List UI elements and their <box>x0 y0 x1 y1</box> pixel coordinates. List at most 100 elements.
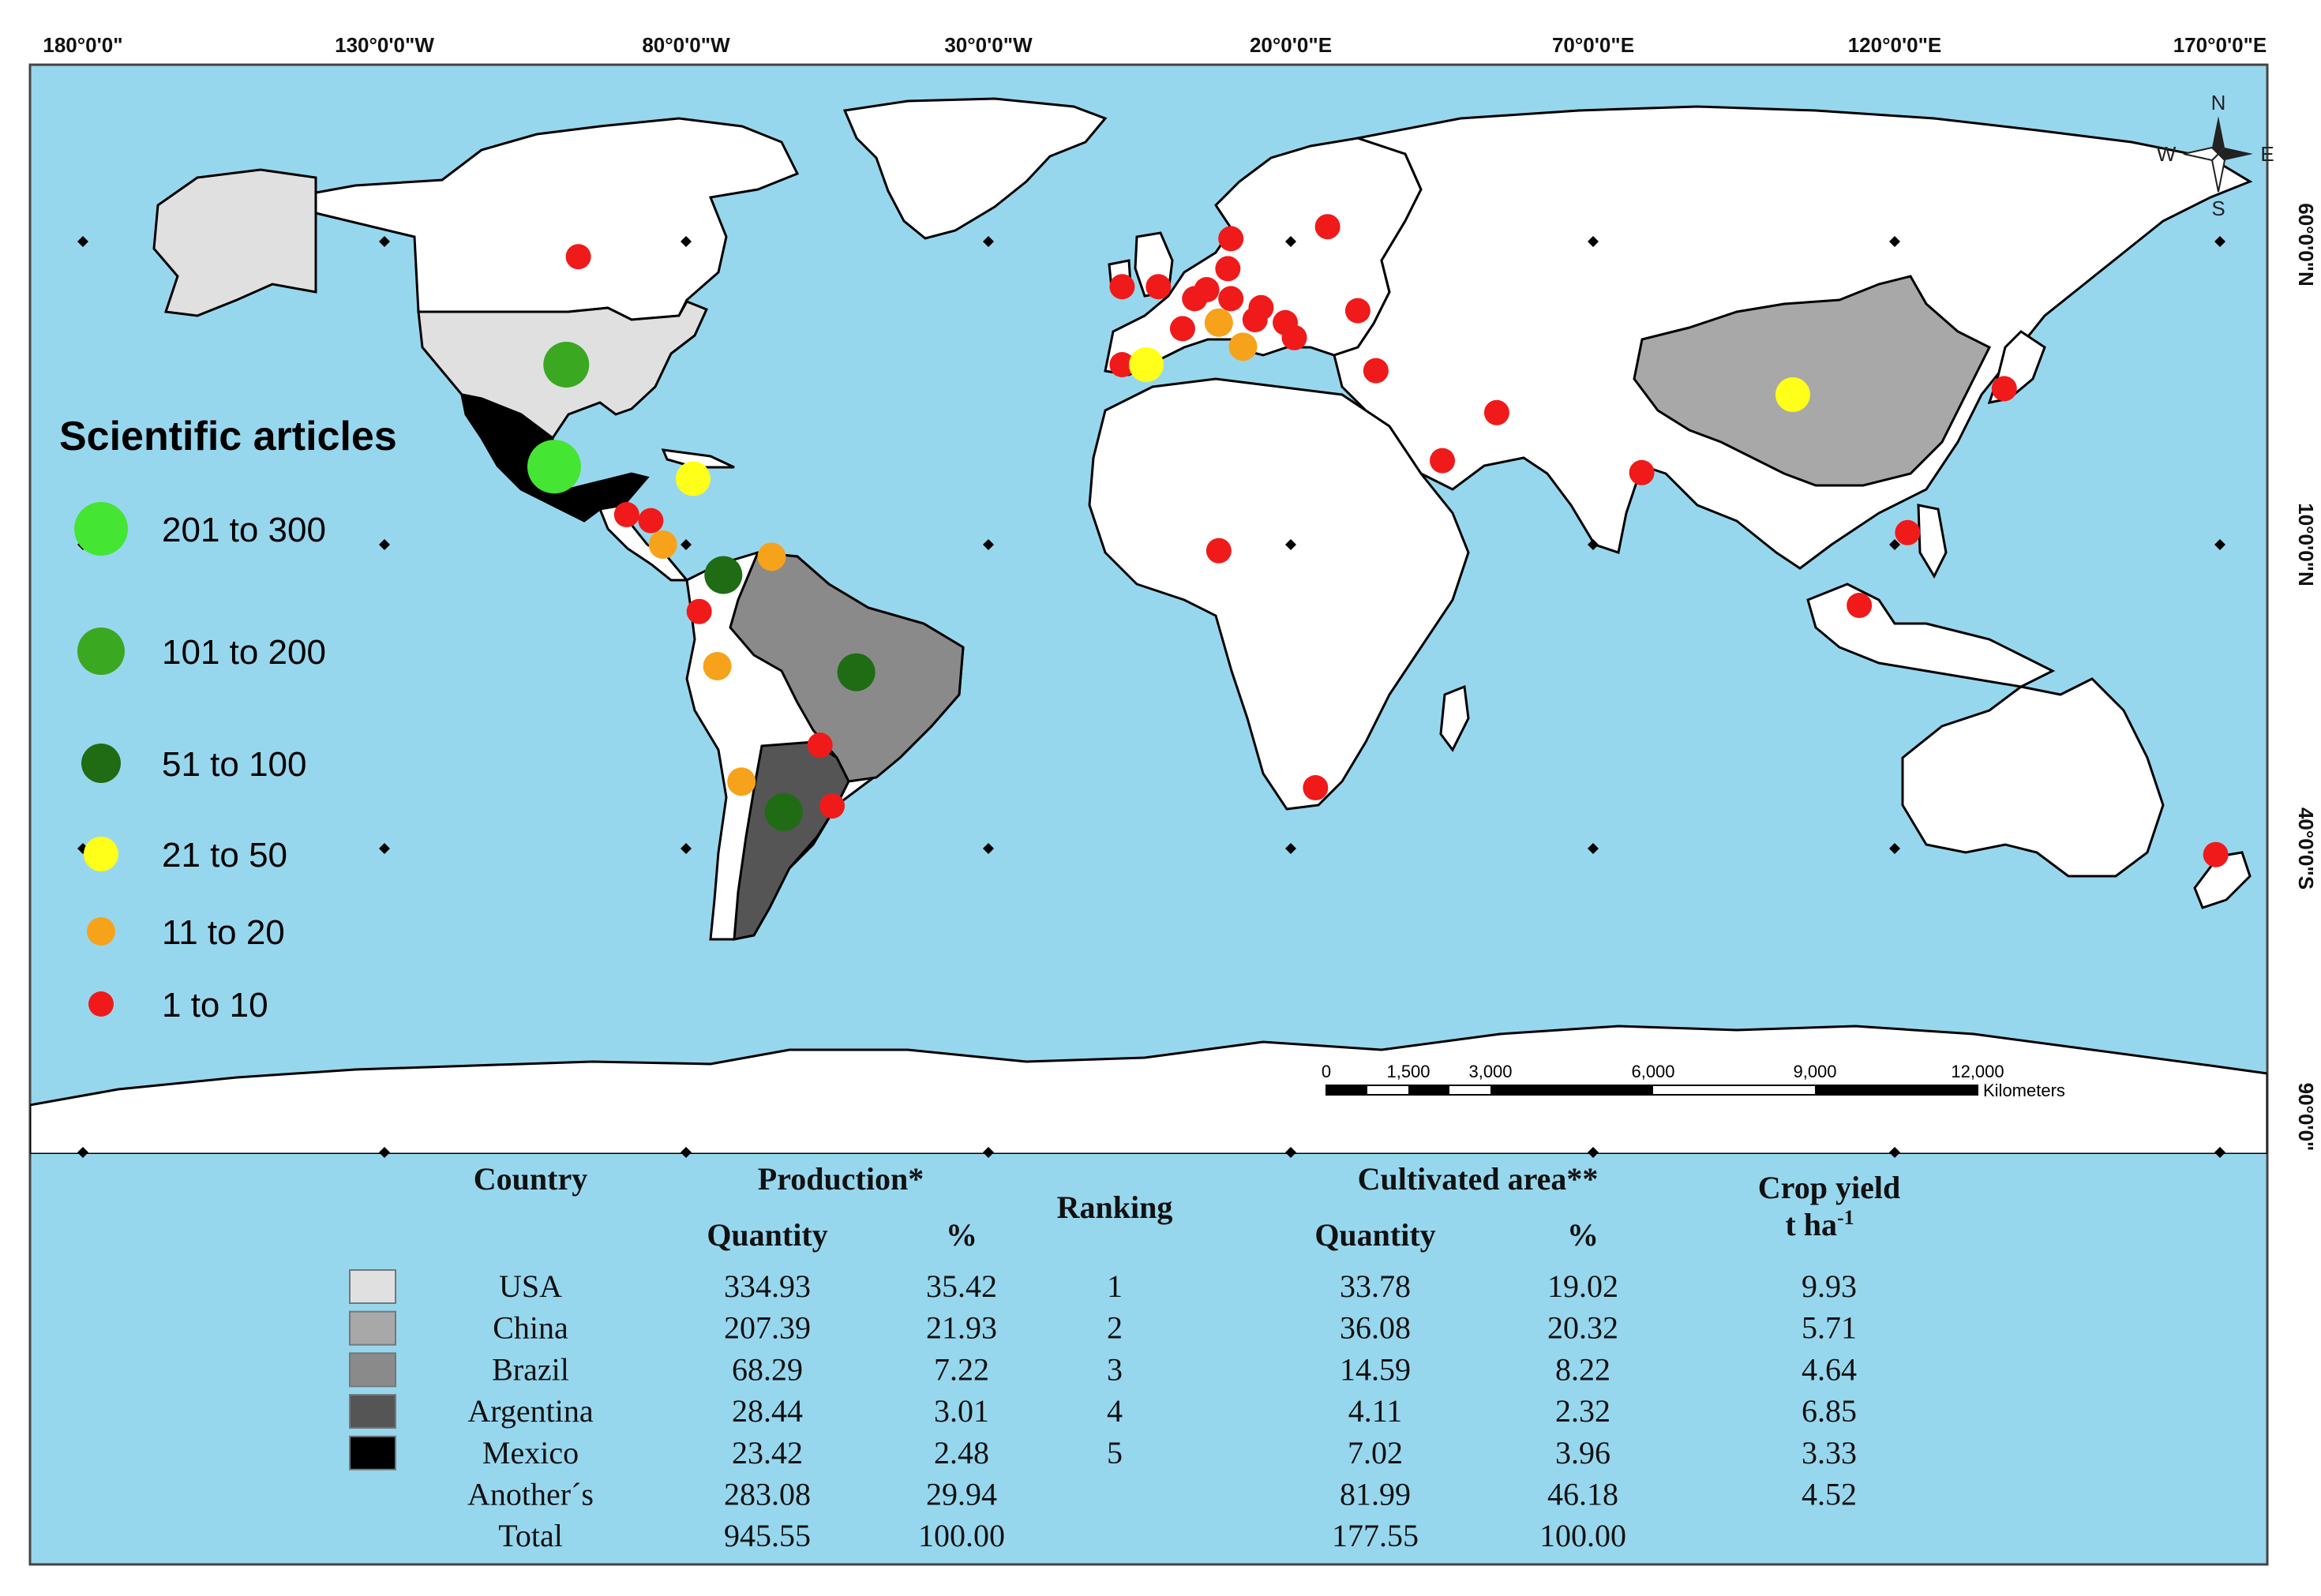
table-cell-area-pct: 20.32 <box>1547 1310 1618 1346</box>
article-point <box>1205 538 1232 564</box>
table-cell-country: USA <box>499 1268 562 1304</box>
graticule-marker <box>681 539 692 550</box>
new-zealand-land <box>2193 851 2252 909</box>
table-cell-country: China <box>493 1310 568 1346</box>
table-cell-country: Total <box>498 1518 563 1553</box>
article-point <box>819 793 846 819</box>
legend-swatch <box>87 917 115 946</box>
article-point <box>1775 377 1810 412</box>
article-point <box>1215 256 1241 282</box>
country-swatch <box>349 1310 396 1346</box>
header-area-percent: % <box>1567 1217 1599 1253</box>
article-point <box>565 244 591 270</box>
latitude-label: 90°0'0" <box>2294 1083 2318 1152</box>
graticule-marker <box>983 539 994 550</box>
table-cell-prod-pct: 3.01 <box>934 1393 989 1429</box>
graticule-marker <box>1889 236 1900 247</box>
yield-unit-base: t ha <box>1785 1207 1837 1242</box>
longitude-label: 180°0'0" <box>43 33 122 57</box>
graticule-marker <box>379 1147 390 1158</box>
header-production-percent: % <box>946 1217 977 1253</box>
graticule-marker <box>1889 1147 1900 1158</box>
country-swatch <box>349 1435 396 1470</box>
table-cell-area-qty: 36.08 <box>1340 1310 1411 1346</box>
header-production: Production* <box>758 1161 924 1197</box>
legend-label: 201 to 300 <box>162 511 326 549</box>
longitude-label: 70°0'0"E <box>1552 33 1634 57</box>
table-cell-yield: 4.52 <box>1802 1477 1857 1512</box>
scale-unit-label: Kilometers <box>1983 1081 2065 1100</box>
table-row: Argentina 28.44 3.01 4 4.11 2.32 6.85 <box>349 1393 1857 1429</box>
country-swatch <box>349 1352 396 1388</box>
scale-bar: 0 1,500 3,000 6,000 9,000 12,000 Kilomet… <box>1322 1062 2065 1100</box>
article-point <box>1895 519 1921 545</box>
country-swatch <box>349 1269 396 1304</box>
cuba-land <box>661 448 735 469</box>
table-cell-prod-qty: 945.55 <box>724 1518 811 1553</box>
table-row: USA 334.93 35.42 1 33.78 19.02 9.93 <box>349 1268 1857 1304</box>
legend-swatch <box>74 502 128 556</box>
legend-label: 101 to 200 <box>162 633 326 672</box>
longitude-labels: 180°0'0" 130°0'0"W 80°0'0"W 30°0'0"W 20°… <box>43 33 2267 57</box>
article-point <box>1847 593 1873 618</box>
table-cell-country: Another´s <box>467 1477 594 1512</box>
article-point <box>1228 332 1258 362</box>
longitude-label: 120°0'0"E <box>1848 33 1942 57</box>
table-row: Brazil 68.29 7.22 3 14.59 8.22 4.64 <box>349 1351 1857 1388</box>
article-point <box>704 556 743 594</box>
longitude-label: 130°0'0"W <box>335 33 434 57</box>
article-point <box>1248 294 1274 320</box>
header-ranking: Ranking <box>1057 1190 1173 1225</box>
graticule-marker <box>983 1147 994 1158</box>
table-cell-prod-qty: 28.44 <box>732 1393 803 1429</box>
scale-segment <box>1815 1085 1978 1095</box>
graticule-marker <box>1889 539 1900 550</box>
table-cell-rank: 3 <box>1107 1351 1123 1387</box>
table-cell-prod-pct: 35.42 <box>926 1268 997 1304</box>
article-point <box>1169 316 1195 342</box>
graticule-marker <box>681 1147 692 1158</box>
scale-tick-label: 1,500 <box>1386 1062 1430 1081</box>
legend-title: Scientific articles <box>59 414 397 459</box>
table-cell-prod-pct: 7.22 <box>934 1351 989 1387</box>
table-cell-prod-pct: 2.48 <box>934 1435 989 1470</box>
scale-segment <box>1408 1085 1449 1095</box>
legend-label: 21 to 50 <box>162 836 287 875</box>
article-point <box>1629 459 1655 485</box>
table-cell-prod-pct: 21.93 <box>926 1310 997 1346</box>
table-cell-area-qty: 81.99 <box>1340 1477 1411 1512</box>
graticule-marker <box>1285 843 1296 854</box>
longitude-label: 30°0'0"W <box>944 33 1033 57</box>
table-cell-rank: 5 <box>1107 1435 1123 1470</box>
article-point <box>1344 298 1370 324</box>
scale-tick-label: 0 <box>1322 1062 1331 1081</box>
scale-tick-label: 12,000 <box>1951 1062 2004 1081</box>
article-point <box>613 502 639 527</box>
table-cell-rank: 2 <box>1107 1310 1123 1346</box>
graticule-marker <box>2214 539 2225 550</box>
table-cell-area-pct: 19.02 <box>1547 1268 1618 1304</box>
legend-swatch <box>81 744 121 783</box>
longitude-label: 170°0'0"E <box>2173 33 2267 57</box>
world-map <box>30 97 2267 1154</box>
table-row: Mexico 23.42 2.48 5 7.02 3.96 3.33 <box>349 1435 1857 1470</box>
graticule-marker <box>379 843 390 854</box>
graticule-marker <box>379 236 390 247</box>
compass-e-label: E <box>2260 142 2274 166</box>
article-point <box>1146 274 1172 300</box>
table-cell-prod-pct: 100.00 <box>918 1518 1005 1553</box>
table-cell-area-pct: 8.22 <box>1555 1351 1610 1387</box>
latitude-label: 60°0'0"N <box>2294 203 2318 287</box>
country-swatch <box>349 1394 396 1429</box>
table-cell-prod-qty: 283.08 <box>724 1477 811 1512</box>
article-point <box>1194 277 1220 302</box>
table-cell-area-pct: 2.32 <box>1555 1393 1610 1429</box>
legend-swatch <box>84 837 118 871</box>
article-point <box>1314 214 1340 240</box>
article-point <box>527 440 581 494</box>
graticule-marker <box>2214 1147 2225 1158</box>
table-cell-prod-qty: 68.29 <box>732 1351 803 1387</box>
scale-tick-label: 6,000 <box>1631 1062 1674 1081</box>
graticule-markers <box>77 236 2225 1158</box>
table-cell-yield: 3.33 <box>1802 1435 1857 1470</box>
